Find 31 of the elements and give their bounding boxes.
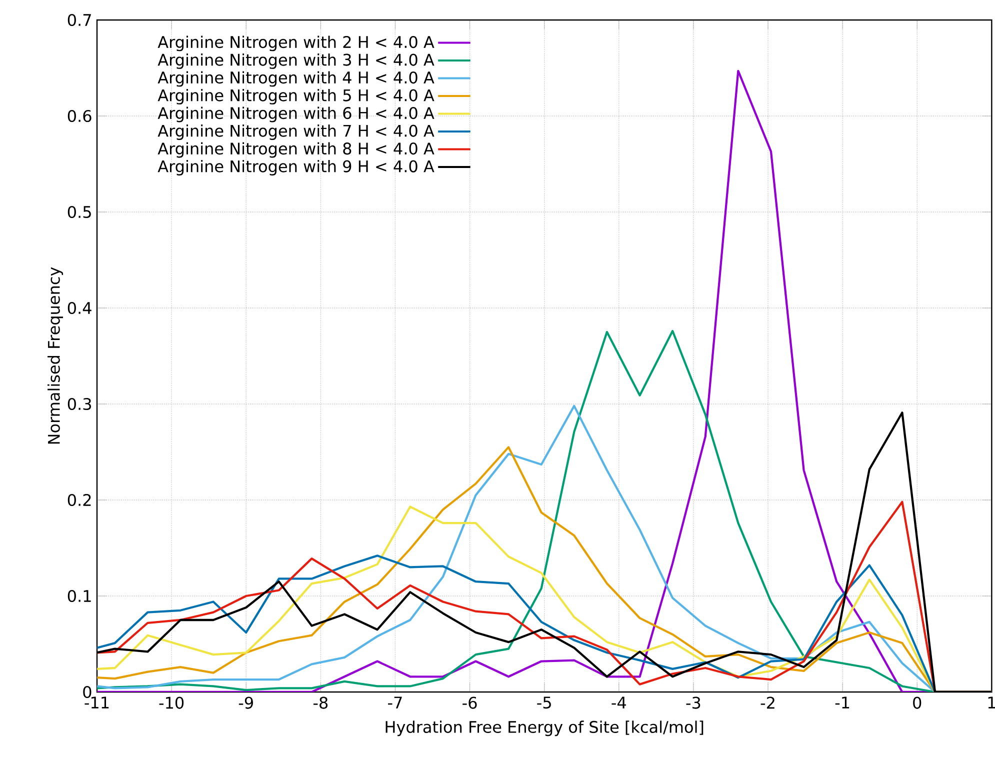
y-tick-label: 0 — [83, 686, 92, 698]
x-tick-label: -6 — [462, 696, 477, 709]
x-tick-label: -11 — [84, 696, 109, 708]
legend-label: Arginine Nitrogen with 4 H < 4.0 A — [158, 71, 434, 87]
x-tick-label: 0 — [913, 696, 922, 709]
x-tick-label: -2 — [760, 696, 774, 709]
legend-label: Arginine Nitrogen with 5 H < 4.0 A — [158, 88, 434, 104]
legend-label: Arginine Nitrogen with 9 H < 4.0 A — [158, 160, 434, 176]
y-tick-label: 0.2 — [68, 494, 91, 506]
y-tick-label: 0.4 — [68, 302, 92, 314]
y-tick-label: 0.7 — [68, 14, 91, 26]
x-axis-title: Hydration Free Energy of Site [kcal/mol] — [386, 720, 704, 736]
x-tick-label: -3 — [686, 696, 700, 709]
y-axis-title: Normalised Frequency — [48, 267, 64, 444]
x-tick-label: -1 — [835, 696, 850, 708]
legend-label: Arginine Nitrogen with 6 H < 4.0 A — [158, 106, 434, 122]
x-tick-label: 1 — [988, 696, 995, 708]
x-tick-label: -5 — [537, 696, 551, 709]
y-tick-label: 0.6 — [68, 110, 92, 122]
x-tick-label: -4 — [612, 696, 626, 708]
y-tick-label: 0.5 — [68, 206, 91, 218]
y-tick-label: 0.3 — [68, 398, 91, 410]
legend-label: Arginine Nitrogen with 3 H < 4.0 A — [158, 53, 434, 69]
legend-label: Arginine Nitrogen with 7 H < 4.0 A — [158, 124, 434, 140]
x-tick-label: -7 — [388, 696, 402, 708]
x-tick-label: -9 — [238, 696, 253, 709]
legend-label: Arginine Nitrogen with 2 H < 4.0 A — [158, 36, 434, 52]
y-tick-label: 0.1 — [68, 590, 91, 602]
legend-label: Arginine Nitrogen with 8 H < 4.0 A — [158, 142, 434, 158]
x-tick-label: -8 — [313, 696, 328, 709]
x-tick-label: -10 — [159, 696, 184, 709]
